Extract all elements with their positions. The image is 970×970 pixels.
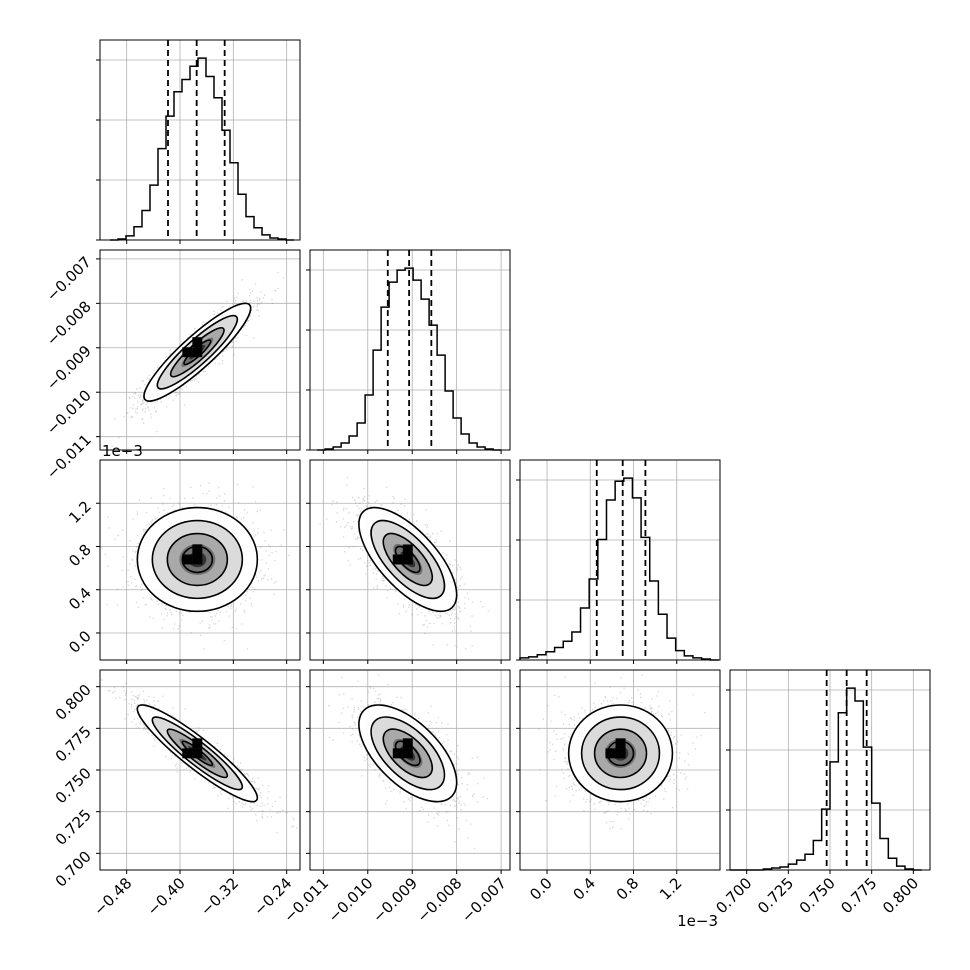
x-axis bbox=[126, 450, 288, 454]
panel-frame bbox=[99, 39, 301, 241]
peak-bin bbox=[192, 337, 203, 348]
contour-line bbox=[358, 506, 458, 613]
x-axis bbox=[126, 240, 288, 244]
x-offset-label: 1e−3 bbox=[677, 912, 718, 930]
peak-bin bbox=[402, 544, 413, 555]
peak-bin bbox=[192, 554, 203, 565]
contour-line bbox=[580, 716, 661, 791]
density-panel bbox=[538, 674, 706, 830]
panel-frame bbox=[519, 459, 721, 661]
density-panel bbox=[328, 674, 489, 850]
peak-bin bbox=[182, 347, 193, 358]
density-panel bbox=[101, 482, 290, 650]
x-axis bbox=[546, 660, 678, 664]
contour-line bbox=[358, 704, 458, 803]
contour-line bbox=[169, 326, 225, 378]
contour-line bbox=[136, 506, 259, 613]
histogram-step bbox=[730, 687, 922, 871]
gridlines bbox=[100, 40, 300, 240]
gridlines bbox=[520, 460, 720, 660]
contour-line bbox=[136, 704, 259, 803]
peak-bin bbox=[192, 738, 203, 749]
contour-line bbox=[156, 314, 239, 390]
peak-bin bbox=[182, 748, 193, 759]
panel-frame bbox=[99, 459, 301, 661]
density-panel bbox=[319, 477, 489, 650]
y-offset-label: 1e−3 bbox=[102, 442, 143, 460]
peak-bin bbox=[182, 554, 193, 565]
contour-line bbox=[593, 728, 648, 779]
peak-bin bbox=[402, 554, 413, 565]
contour-line bbox=[166, 532, 229, 587]
peak-bin bbox=[192, 544, 203, 555]
x-axis bbox=[322, 450, 502, 454]
gridlines bbox=[730, 670, 930, 870]
peak-bin bbox=[392, 554, 403, 565]
peak-bin bbox=[605, 748, 616, 759]
contour-line bbox=[382, 532, 434, 587]
peak-bin bbox=[615, 738, 626, 749]
peak-bin bbox=[192, 748, 203, 759]
peak-bin bbox=[615, 748, 626, 759]
panel-frame bbox=[309, 459, 511, 661]
peak-bin bbox=[392, 748, 403, 759]
contour-line bbox=[143, 302, 252, 402]
contour-line bbox=[382, 728, 434, 779]
contour-line bbox=[567, 704, 674, 803]
x-axis bbox=[126, 660, 288, 664]
contour-line bbox=[370, 519, 446, 600]
panel-frame bbox=[99, 249, 301, 451]
peak-bin bbox=[402, 738, 413, 749]
density-panel bbox=[111, 271, 285, 447]
x-axis bbox=[322, 660, 502, 664]
peak-bin bbox=[402, 748, 413, 759]
histogram-step bbox=[110, 57, 294, 241]
gridlines bbox=[310, 460, 510, 660]
peak-bin bbox=[192, 347, 203, 358]
contour-line bbox=[394, 740, 421, 767]
panel-frame bbox=[309, 249, 511, 451]
histogram-step bbox=[519, 477, 719, 661]
contour-line bbox=[151, 519, 244, 600]
histogram-step bbox=[317, 267, 502, 451]
contour-line bbox=[151, 716, 244, 791]
density-panel bbox=[101, 679, 298, 834]
contour-line bbox=[370, 716, 446, 791]
